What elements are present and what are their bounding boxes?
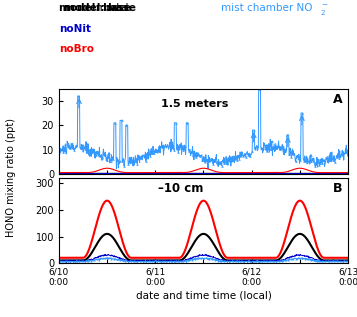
Text: mist chamber NO: mist chamber NO [221, 3, 313, 13]
Text: noNit: noNit [59, 24, 91, 34]
Text: model: base: model: base [64, 3, 136, 13]
X-axis label: date and time time (local): date and time time (local) [136, 290, 271, 300]
Text: model:: model: [96, 3, 136, 13]
Text: noBro: noBro [59, 44, 94, 55]
Text: model: base: model: base [59, 3, 131, 13]
Text: $_2^-$: $_2^-$ [320, 3, 328, 17]
Text: 1.5 meters: 1.5 meters [161, 99, 228, 109]
Text: –10 cm: –10 cm [158, 182, 203, 195]
Text: B: B [333, 182, 342, 195]
Text: A: A [333, 93, 342, 106]
Text: HONO mixing ratio (ppt): HONO mixing ratio (ppt) [6, 118, 16, 237]
